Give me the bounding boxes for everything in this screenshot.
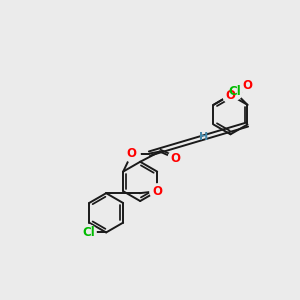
Text: O: O xyxy=(242,79,252,92)
Text: H: H xyxy=(199,132,208,142)
Text: Cl: Cl xyxy=(82,226,95,239)
Text: O: O xyxy=(152,185,162,198)
Text: O: O xyxy=(170,152,180,165)
Text: Cl: Cl xyxy=(228,85,241,98)
Text: O: O xyxy=(127,147,137,160)
Text: O: O xyxy=(225,88,235,101)
